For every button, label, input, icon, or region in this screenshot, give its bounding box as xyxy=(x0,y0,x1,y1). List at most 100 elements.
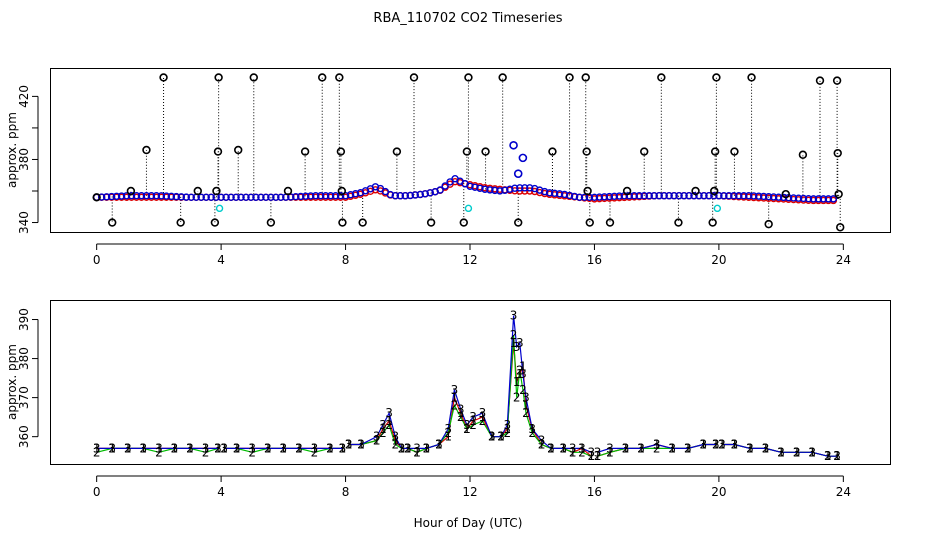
series3-point xyxy=(127,192,136,200)
series3-point xyxy=(197,193,205,202)
outlier-point xyxy=(338,218,347,227)
series-2-marker: 2 xyxy=(311,445,319,459)
outlier-point xyxy=(392,147,402,156)
series-3-marker: 3 xyxy=(712,437,720,451)
outlier-point xyxy=(426,218,436,227)
series-3-line xyxy=(96,315,838,457)
series-2-marker: 2 xyxy=(214,441,222,455)
outlier-point xyxy=(498,73,507,82)
series-3-marker: 3 xyxy=(404,441,412,455)
series-2-marker: 2 xyxy=(398,441,406,455)
bottom-y-axis: 360 370 380 390 xyxy=(17,308,39,448)
series-3-marker: 3 xyxy=(578,441,586,455)
series3-point xyxy=(655,192,663,200)
series3-point xyxy=(247,193,255,202)
series-3-marker: 3 xyxy=(497,430,505,444)
series-1-marker: 1 xyxy=(233,441,241,455)
series3-point xyxy=(401,192,409,200)
bot-x-tick-label: 12 xyxy=(462,485,477,499)
series1-point xyxy=(531,187,539,196)
series-1-marker: 1 xyxy=(488,430,496,444)
outlier-point xyxy=(832,76,842,85)
series-1-marker: 1 xyxy=(435,437,443,451)
series-1-marker: 1 xyxy=(413,445,421,459)
series-3-marker: 3 xyxy=(385,406,393,420)
outlier-point xyxy=(459,218,468,227)
bot-y-tick-label: 370 xyxy=(17,386,31,409)
outlier-point xyxy=(266,218,276,227)
top-y-tick-label: 340 xyxy=(17,211,31,234)
series-1-marker: 1 xyxy=(516,367,524,381)
bot-x-tick-label: 20 xyxy=(711,485,726,499)
series-3-marker: 3 xyxy=(594,445,602,459)
series-2-marker: 2 xyxy=(392,437,400,451)
series3-point xyxy=(580,193,589,202)
series3-point xyxy=(824,195,833,203)
series3-point xyxy=(680,192,688,200)
series-2-marker: 2 xyxy=(547,441,555,455)
top-y-axis-label: approx. ppm xyxy=(5,112,19,188)
series3-point xyxy=(600,193,609,201)
series3-point xyxy=(804,194,813,203)
series-2-marker: 2 xyxy=(248,445,256,459)
series-1-marker: 1 xyxy=(594,449,602,463)
series-1-marker: 1 xyxy=(522,398,530,412)
series3-point xyxy=(750,192,758,200)
outlier-point xyxy=(481,147,490,156)
series3-point xyxy=(660,192,668,200)
series-1-marker: 1 xyxy=(528,422,536,436)
series-1-marker: 1 xyxy=(357,437,365,451)
series3-point xyxy=(789,194,798,202)
series3-point xyxy=(277,193,285,202)
series-1-marker: 1 xyxy=(469,414,477,428)
series-3-marker: 3 xyxy=(93,441,101,455)
series3-point xyxy=(829,195,838,203)
series3-point xyxy=(759,192,768,201)
series-3-marker: 3 xyxy=(488,430,496,444)
outlier-point xyxy=(213,147,223,156)
bot-x-tick-label: 24 xyxy=(836,485,851,499)
outlier-point xyxy=(337,186,347,196)
outlier-point xyxy=(640,147,649,156)
series-2-marker: 2 xyxy=(413,445,421,459)
series3-point xyxy=(107,192,116,201)
series-3-marker: 3 xyxy=(435,437,443,451)
series-1-marker: 1 xyxy=(762,441,770,455)
series-1-marker: 1 xyxy=(124,441,132,455)
series-1-marker: 1 xyxy=(519,359,527,373)
series-3-marker: 3 xyxy=(171,441,179,455)
outlier-point xyxy=(710,147,720,156)
series-3-marker: 3 xyxy=(606,441,614,455)
series3-point xyxy=(207,193,215,202)
series-3-marker: 3 xyxy=(392,430,400,444)
outlier-point xyxy=(712,73,721,82)
cyan-point xyxy=(464,204,473,213)
series3-point xyxy=(132,192,141,200)
series3-point xyxy=(486,186,494,194)
top-x-tick-label: 12 xyxy=(462,253,477,267)
cyan-point xyxy=(215,204,224,213)
series-3-marker: 3 xyxy=(700,437,708,451)
series1-point xyxy=(371,186,380,194)
series-1-marker: 1 xyxy=(547,441,555,455)
series-3-marker: 3 xyxy=(762,441,770,455)
series3-point xyxy=(391,192,400,200)
series3-point xyxy=(446,178,454,186)
series3-point xyxy=(555,190,564,198)
series-3-marker: 3 xyxy=(522,391,530,405)
series-2-marker: 2 xyxy=(339,441,347,455)
outlier-point xyxy=(548,147,557,156)
series3-point xyxy=(416,190,424,199)
series-1-marker: 1 xyxy=(538,437,546,451)
series-3-marker: 3 xyxy=(516,336,524,350)
series3-point xyxy=(814,195,823,203)
series-2-marker: 2 xyxy=(777,445,785,459)
series-3-marker: 3 xyxy=(547,441,555,455)
series3-point xyxy=(481,185,489,193)
series3-point xyxy=(257,193,265,202)
outlier-point xyxy=(582,147,591,156)
series3-point xyxy=(157,192,166,200)
series3-point xyxy=(690,192,698,200)
series3-point xyxy=(511,184,519,192)
